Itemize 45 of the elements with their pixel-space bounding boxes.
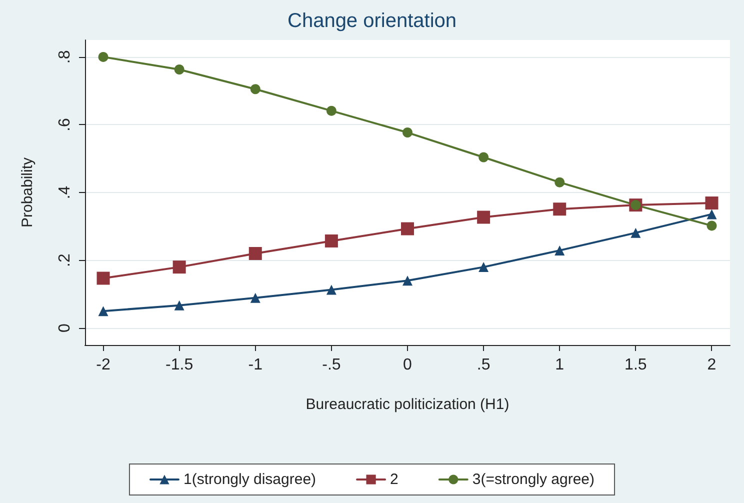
point: [98, 52, 108, 62]
point: [174, 64, 184, 74]
point: [98, 306, 108, 316]
point: [250, 292, 260, 303]
point: [326, 106, 336, 116]
x-tick-label: 1.5: [624, 356, 647, 374]
x-tick-label: .5: [476, 356, 490, 374]
x-tick-label: 2: [707, 356, 716, 374]
point: [248, 247, 262, 260]
point: [402, 128, 412, 138]
point: [250, 84, 260, 94]
point: [96, 272, 110, 285]
y-tick-label: .4: [56, 186, 74, 200]
point: [477, 210, 490, 224]
point: [324, 234, 338, 248]
point: [630, 228, 641, 238]
x-tick-label: -.5: [322, 356, 341, 374]
y-tick-label: .2: [56, 254, 74, 267]
legend-label: 3(=strongly agree): [472, 471, 595, 488]
point: [174, 300, 184, 310]
x-tick-label: -2: [96, 356, 110, 374]
point: [478, 152, 489, 162]
point: [705, 196, 718, 210]
y-tick-label: .6: [56, 118, 74, 132]
point: [554, 245, 565, 256]
x-tick-label: 1: [555, 356, 564, 374]
point: [554, 177, 565, 188]
x-axis-title: Bureaucratic politicization (H1): [306, 396, 510, 413]
x-tick-label: -1.5: [166, 356, 194, 374]
point: [401, 222, 414, 236]
point: [706, 209, 717, 220]
point: [402, 276, 412, 286]
chart-title: Change orientation: [287, 10, 457, 32]
legend-label: 1(strongly disagree): [183, 471, 316, 488]
legend-label: 2: [390, 471, 398, 488]
point: [706, 220, 717, 231]
x-tick-label: -1: [248, 356, 263, 374]
y-tick-label: .8: [56, 50, 74, 64]
point: [326, 284, 336, 295]
point: [553, 202, 566, 216]
point: [478, 262, 489, 272]
y-axis-title: Probability: [19, 156, 36, 228]
x-tick-label: 0: [403, 356, 412, 374]
y-tick-label: 0: [56, 324, 74, 333]
point: [172, 260, 186, 274]
